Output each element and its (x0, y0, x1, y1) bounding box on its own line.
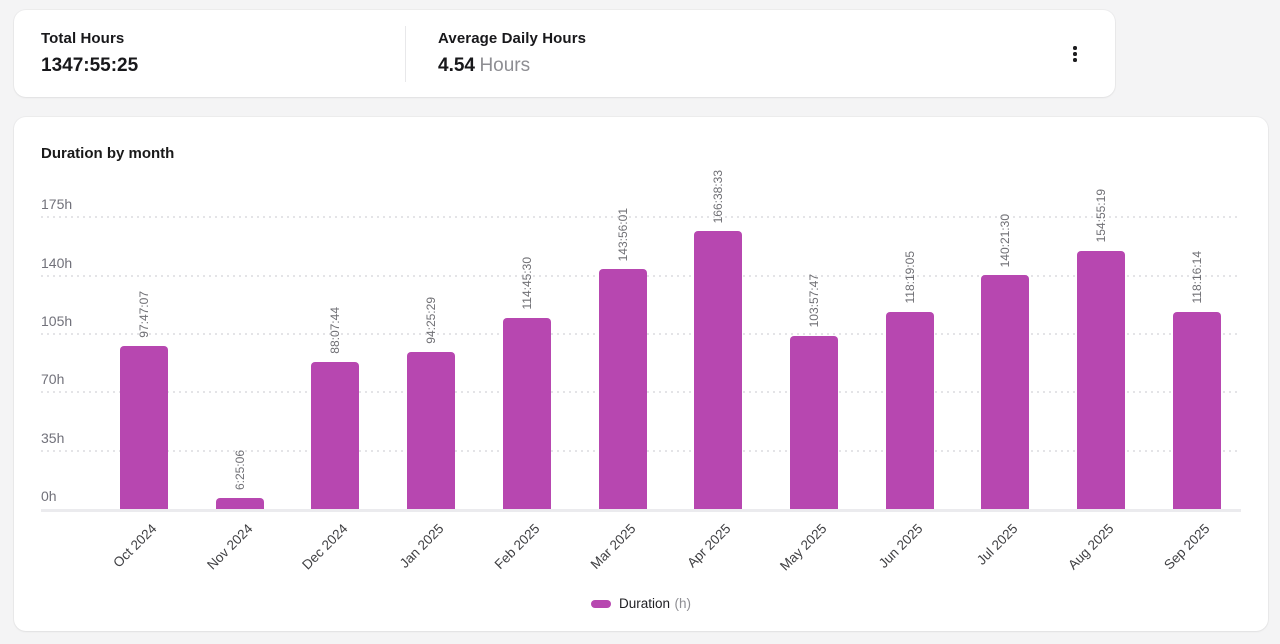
chart-title: Duration by month (41, 145, 175, 162)
duration-chart-card: Duration by month 0h 35h 70h 105h 140h 175h 97… (14, 117, 1268, 631)
y-axis-tick-105h: 105h (41, 312, 73, 329)
bar-value-label: 166:38:33 (711, 169, 726, 224)
stat-divider (405, 25, 406, 82)
bar-value-label: 118:16:14 (1189, 251, 1204, 304)
bar-sep-2025[interactable]: 118:16:14 (1172, 251, 1221, 509)
bar-value-label: 97:47:07 (137, 291, 151, 339)
legend-swatch (591, 600, 611, 608)
kebab-menu-icon[interactable] (1063, 40, 1087, 68)
x-axis-tick-sep-2025: Sep 2025 (1161, 521, 1213, 573)
stat-value-row: 4.54 Hours (438, 55, 586, 77)
gridline-175h (41, 216, 1241, 219)
bar-value-label: 6:25:06 (232, 450, 247, 491)
plot-area: 0h 35h 70h 105h 140h 175h 97:47:07 Oct 2024 6:25… (14, 117, 1268, 574)
x-axis-tick-oct-2024: Oct 2024 (110, 521, 160, 571)
y-axis-tick-35h: 35h (41, 429, 65, 446)
bar-nov-2024[interactable]: 6:25:06 (215, 450, 264, 509)
summary-card: Total Hours 1347:55:25 Average Daily Hou… (14, 10, 1115, 97)
stat-total-hours: Total Hours 1347:55:25 (14, 30, 405, 77)
x-axis-tick-jan-2025: Jan 2025 (396, 521, 447, 571)
stat-value-row: 1347:55:25 (41, 55, 405, 77)
x-axis-tick-jun-2025: Jun 2025 (875, 521, 926, 571)
stat-value: 4.54 (438, 55, 475, 76)
bar-value-label: 140:21:30 (998, 213, 1013, 268)
bar-jan-2025[interactable]: 94:25:29 (407, 297, 456, 509)
y-axis-tick-175h: 175h (41, 196, 73, 213)
y-axis-tick-140h: 140h (41, 254, 73, 271)
bar-value-label: 118:19:05 (902, 251, 917, 304)
x-axis-tick-aug-2025: Aug 2025 (1065, 521, 1117, 573)
bar-value-label: 103:57:47 (807, 274, 822, 328)
stats-row: Total Hours 1347:55:25 Average Daily Hou… (14, 10, 1115, 97)
stat-unit: Hours (479, 55, 531, 76)
bar-value-label: 88:07:44 (328, 307, 343, 355)
stat-value: 1347:55:25 (41, 55, 139, 76)
bar-value-label: 94:25:29 (424, 296, 439, 344)
bar-apr-2025[interactable]: 166:38:33 (694, 170, 743, 509)
bar-oct-2024[interactable]: 97:47:07 (120, 291, 168, 509)
legend-unit: (h) (674, 596, 691, 611)
y-axis-tick-0h: 0h (41, 488, 57, 504)
bar-value-label: 143:56:01 (615, 207, 630, 262)
stat-average-daily-hours: Average Daily Hours 4.54 Hours (406, 30, 586, 77)
bar-feb-2025[interactable]: 114:45:30 (502, 257, 551, 509)
bar-value-label: 154:55:19 (1094, 189, 1109, 243)
x-axis-tick-mar-2025: Mar 2025 (587, 521, 639, 572)
legend-label: Duration (619, 596, 671, 611)
y-axis-tick-70h: 70h (41, 371, 65, 388)
bar-mar-2025[interactable]: 143:56:01 (598, 208, 647, 509)
stat-label: Total Hours (41, 30, 125, 47)
stat-label: Average Daily Hours (438, 30, 587, 47)
x-axis-tick-may-2025: May 2025 (777, 521, 830, 574)
bar-jul-2025[interactable]: 140:21:30 (981, 214, 1030, 509)
x-axis-tick-feb-2025: Feb 2025 (491, 521, 543, 572)
bar-aug-2025[interactable]: 154:55:19 (1077, 189, 1126, 509)
x-axis-tick-apr-2025: Apr 2025 (684, 521, 734, 571)
bar-jun-2025[interactable]: 118:19:05 (885, 251, 934, 509)
legend-item-duration[interactable]: Duration (h) (14, 595, 1268, 613)
bar-dec-2024[interactable]: 88:07:44 (311, 307, 360, 509)
x-axis-tick-dec-2024: Dec 2024 (299, 521, 352, 573)
x-axis-tick-jul-2025: Jul 2025 (974, 521, 1022, 568)
bar-value-label: 114:45:30 (519, 257, 534, 310)
x-axis-line (41, 509, 1241, 512)
bar-may-2025[interactable]: 103:57:47 (790, 274, 839, 509)
x-axis-tick-nov-2024: Nov 2024 (203, 521, 256, 573)
